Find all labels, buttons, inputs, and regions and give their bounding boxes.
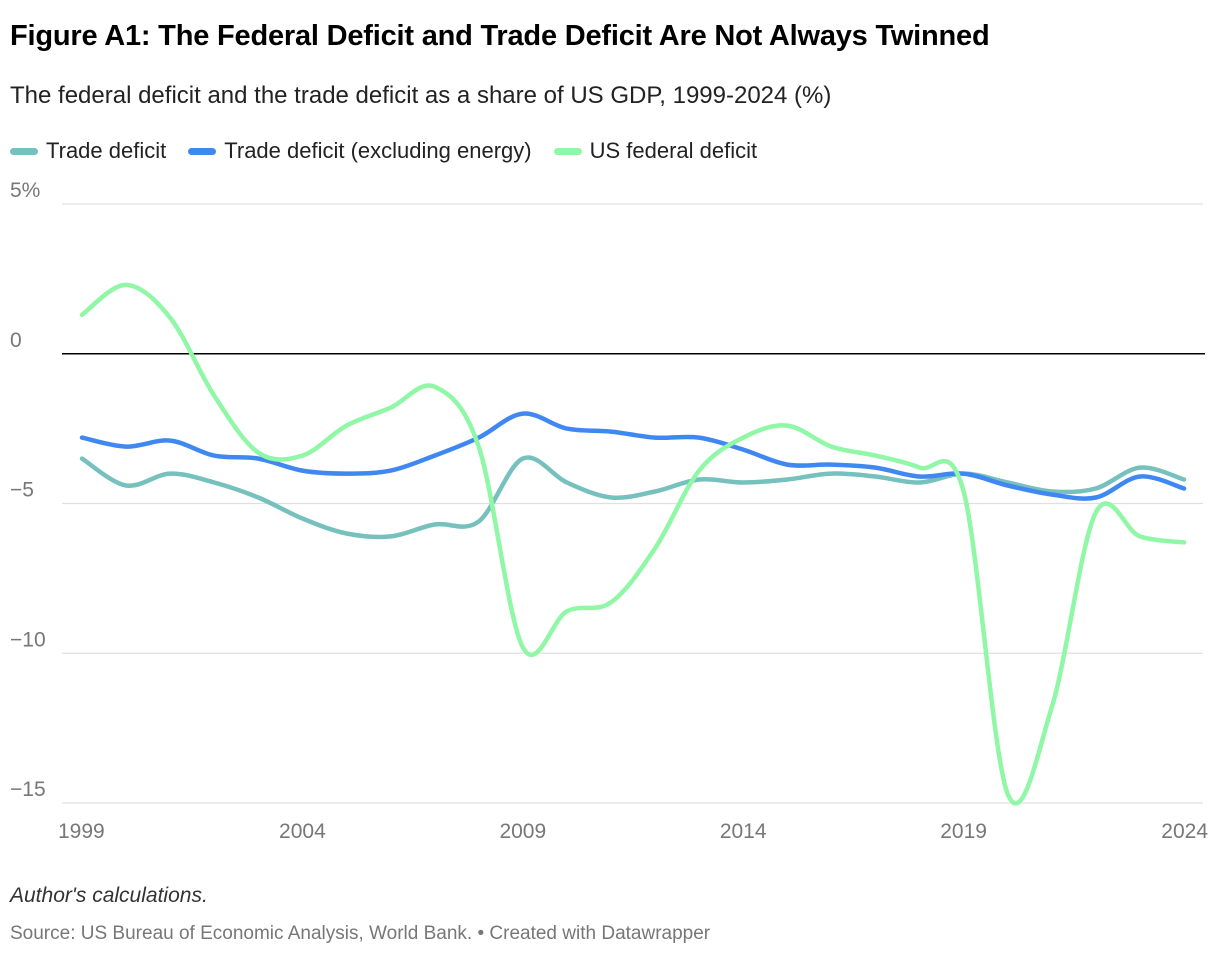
y-tick-label: 0: [10, 329, 22, 352]
x-tick-label: 2019: [940, 820, 987, 843]
y-tick-label: −5: [10, 479, 34, 502]
series-line-us-federal-deficit: [79, 282, 1187, 806]
legend-label-trade-deficit-excluding-energy: Trade deficit (excluding energy): [224, 138, 532, 163]
x-tick-label: 2014: [720, 820, 767, 843]
legend-item-trade-deficit-excluding-energy: Trade deficit (excluding energy): [188, 138, 532, 164]
legend-item-trade-deficit: Trade deficit: [10, 138, 166, 164]
legend-item-us-federal-deficit: US federal deficit: [553, 138, 758, 164]
y-tick-label: −10: [10, 628, 46, 651]
series-line-trade-deficit-excluding-energy: [79, 411, 1187, 501]
y-tick-label: 5%: [10, 180, 40, 202]
chart-title: Figure A1: The Federal Deficit and Trade…: [10, 20, 990, 52]
line-chart: 5% 0 −5 −10 −15 1999 2004 2009 2014 2019 2024: [10, 180, 1208, 843]
legend-label-us-federal-deficit: US federal deficit: [589, 138, 758, 163]
chart-source: Source: US Bureau of Economic Analysis, …: [10, 923, 711, 944]
series-line-trade-deficit: [79, 455, 1187, 540]
x-tick-label: 2024: [1161, 820, 1208, 843]
legend: Trade deficit Trade deficit (excluding e…: [10, 138, 779, 164]
legend-label-trade-deficit: Trade deficit: [46, 138, 167, 163]
chart-note: Author's calculations.: [10, 884, 208, 907]
x-tick-label: 2009: [499, 820, 546, 843]
legend-swatch-trade-deficit-excluding-energy: [188, 147, 217, 155]
chart-subtitle: The federal deficit and the trade defici…: [10, 82, 832, 109]
legend-swatch-trade-deficit: [10, 147, 38, 155]
x-tick-label: 2004: [279, 820, 326, 843]
x-tick-label: 1999: [58, 820, 105, 843]
y-tick-label: −15: [10, 778, 46, 801]
legend-swatch-us-federal-deficit: [553, 147, 582, 155]
